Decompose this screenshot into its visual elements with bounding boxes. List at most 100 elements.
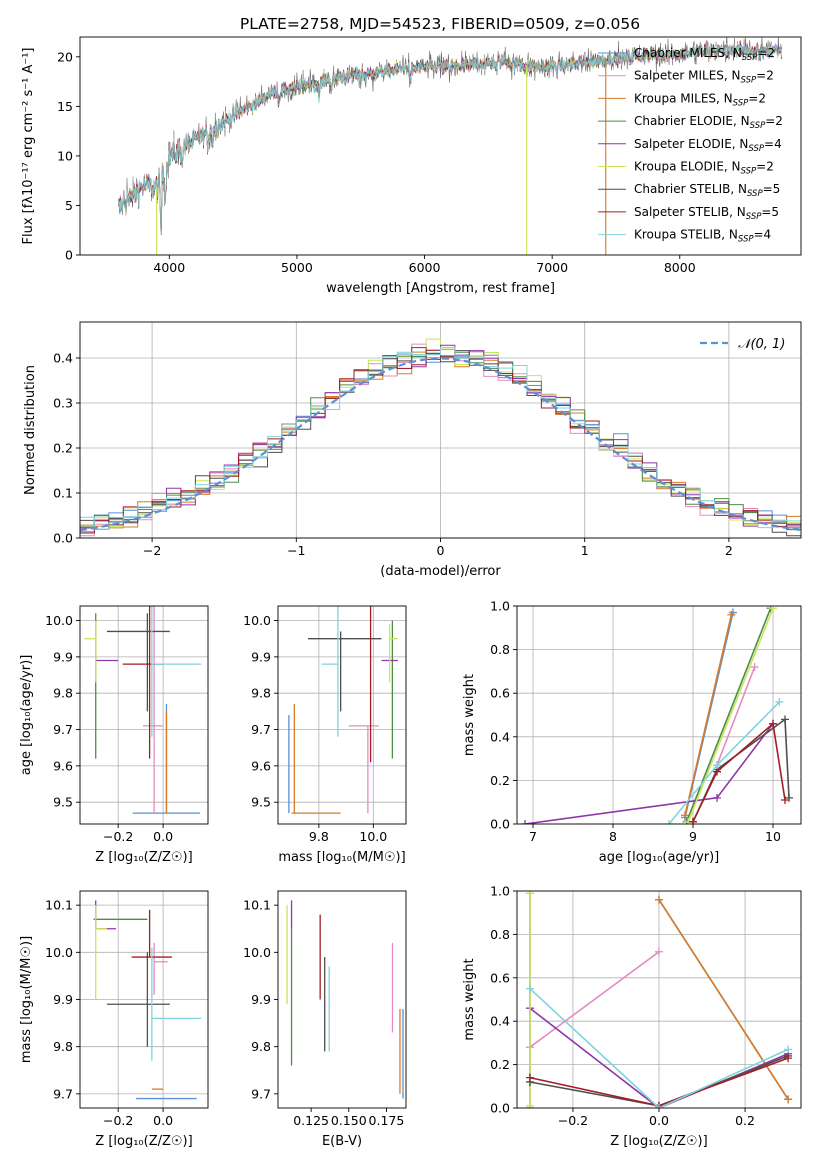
series-marker xyxy=(665,820,673,824)
series-marker xyxy=(775,697,784,706)
x-tick-label: 4000 xyxy=(153,260,185,275)
y-tick-label: 10.0 xyxy=(45,613,73,628)
series-marker xyxy=(655,895,663,904)
panel-age-vs-Z: −0.2 0.0 9.5 9.6 9.7 9.8 9.9 10.0 Z [log₁₀(Z/Z☉)… xyxy=(19,605,209,865)
y-tick-label: 0.2 xyxy=(490,773,510,788)
legend-suffix: =5 xyxy=(763,182,781,196)
x-tick-label: −0.2 xyxy=(103,1113,133,1128)
series-marker xyxy=(784,1054,793,1063)
y-tick-label: 15 xyxy=(57,99,73,114)
legend-subscript: SSP xyxy=(741,76,757,86)
y-tick-label: 9.6 xyxy=(53,758,73,773)
axes-frame: −2 −1 0 1 2 0.0 0.1 0.2 0.3 0.4 (data-model)/error… xyxy=(23,321,802,579)
x-tick-label: 0.175 xyxy=(369,1113,405,1128)
legend-entry: Kroupa ELODIE, NSSP=2 xyxy=(634,160,774,177)
series-marker xyxy=(769,719,777,728)
legend-subscript: SSP xyxy=(742,53,758,63)
axes-frame: 7 8 9 10 0.0 0.2 0.4 0.6 0.8 1.0 age [log₁₀(age/yr… xyxy=(462,599,802,865)
axes-frame: 0.125 0.150 0.175 9.7 9.8 9.9 10.0 10.1 E(B-V) xyxy=(243,890,407,1149)
grid xyxy=(80,606,208,824)
y-axis-label: mass weight xyxy=(462,674,477,756)
y-tick-label: 9.8 xyxy=(53,686,73,701)
series-marker xyxy=(784,1095,793,1104)
grid xyxy=(80,891,208,1108)
x-tick-label: 2 xyxy=(725,543,733,558)
axes-border xyxy=(79,605,209,825)
legend-suffix: =2 xyxy=(756,69,774,83)
legend-subscript: SSP xyxy=(748,144,764,154)
legend-label: Kroupa MILES, N xyxy=(634,91,733,105)
axes-frame: 4000 5000 6000 7000 8000 0 5 10 15 20 wavelength [… xyxy=(21,36,802,296)
errorbar-chabrier-stelib xyxy=(106,952,170,1047)
legend-suffix: =4 xyxy=(754,228,772,242)
plot-area xyxy=(117,37,783,255)
legend-label: Chabrier STELIB, N xyxy=(634,182,747,196)
plot-area xyxy=(93,900,202,1100)
plot-area xyxy=(286,900,404,1099)
legend-entry: 𝒩(0, 1) xyxy=(738,337,785,352)
y-tick-label: 0.4 xyxy=(53,351,73,366)
y-tick-label: 0.4 xyxy=(490,1014,510,1029)
series-marker xyxy=(655,947,663,956)
x-tick-label: 10 xyxy=(765,829,781,844)
axes-frame: 9.8 10.0 9.5 9.6 9.7 9.8 9.9 10.0 mass [log₁₀(M/… xyxy=(243,605,407,865)
legend-entry: Kroupa MILES, NSSP=2 xyxy=(634,91,766,108)
legend-suffix: =2 xyxy=(757,46,775,60)
errorbar-kroupa-miles xyxy=(291,704,341,814)
series-marker xyxy=(525,891,534,898)
panel-age-vs-mass: 9.8 10.0 9.5 9.6 9.7 9.8 9.9 10.0 mass [log₁₀(M/… xyxy=(243,605,407,865)
errorbar-kroupa-stelib xyxy=(151,947,202,1061)
panel-mass-vs-Z: −0.2 0.0 9.7 9.8 9.9 10.0 10.1 Z [log₁₀(Z/Z☉)] m… xyxy=(19,890,209,1149)
y-tick-label: 0.4 xyxy=(490,729,510,744)
series-marker xyxy=(713,761,721,770)
y-tick-label: 9.5 xyxy=(251,795,271,810)
legend-subscript: SSP xyxy=(747,189,763,199)
series-kroupa-miles xyxy=(681,610,736,820)
series-marker xyxy=(781,796,789,805)
legend-label: Salpeter ELODIE, N xyxy=(634,137,748,151)
x-tick-label: −0.2 xyxy=(103,829,133,844)
series-line xyxy=(716,666,756,766)
x-tick-label: 7000 xyxy=(536,260,568,275)
x-tick-label: 8000 xyxy=(664,260,696,275)
x-axis-label: age [log₁₀(age/yr)] xyxy=(599,850,720,865)
x-tick-label: 7 xyxy=(529,829,537,844)
y-tick-label: 9.7 xyxy=(251,1086,271,1101)
legend-label: Chabrier ELODIE, N xyxy=(634,114,750,128)
x-tick-label: 0.0 xyxy=(649,1113,669,1128)
series-marker xyxy=(525,1073,534,1082)
series-marker xyxy=(784,1045,793,1054)
y-tick-label: 0.6 xyxy=(490,686,510,701)
legend: 𝒩(0, 1) xyxy=(700,337,785,352)
panel-mass-weight-vs-age: 7 8 9 10 0.0 0.2 0.4 0.6 0.8 1.0 age [log₁₀(age/yr… xyxy=(462,599,802,865)
legend-suffix: =5 xyxy=(761,205,779,219)
y-tick-label: 0 xyxy=(65,248,73,263)
y-tick-label: 10.0 xyxy=(243,945,271,960)
y-tick-label: 9.8 xyxy=(251,686,271,701)
legend-suffix: =2 xyxy=(765,114,783,128)
legend-entry: Kroupa STELIB, NSSP=4 xyxy=(634,228,771,245)
legend-entry: Salpeter MILES, NSSP=2 xyxy=(634,69,774,86)
plot-area xyxy=(288,606,398,814)
y-tick-label: 9.8 xyxy=(251,1039,271,1054)
legend-entry: Chabrier STELIB, NSSP=5 xyxy=(634,182,780,199)
axes-border xyxy=(277,605,407,825)
series-salpeter-stelib xyxy=(689,719,789,824)
series-marker xyxy=(713,793,721,802)
legend-suffix: =2 xyxy=(748,91,766,105)
series-marker xyxy=(750,663,759,672)
y-tick-label: 10.1 xyxy=(45,898,73,913)
x-axis-label: E(B-V) xyxy=(322,1134,362,1149)
y-tick-label: 0.6 xyxy=(490,970,510,985)
y-tick-label: 0.2 xyxy=(490,1057,510,1072)
panel-mass-vs-ebv: 0.125 0.150 0.175 9.7 9.8 9.9 10.0 10.1 E(B-V) xyxy=(243,890,407,1149)
series-line xyxy=(684,614,733,816)
axes-border xyxy=(79,36,802,256)
y-tick-label: 0.0 xyxy=(53,531,73,546)
y-tick-label: 10.0 xyxy=(45,945,73,960)
legend-subscript: SSP xyxy=(738,235,754,245)
panel-residual-hist: −2 −1 0 1 2 0.0 0.1 0.2 0.3 0.4 (data-model)/error… xyxy=(23,321,802,579)
errorbar-kroupa-stelib xyxy=(151,606,202,737)
